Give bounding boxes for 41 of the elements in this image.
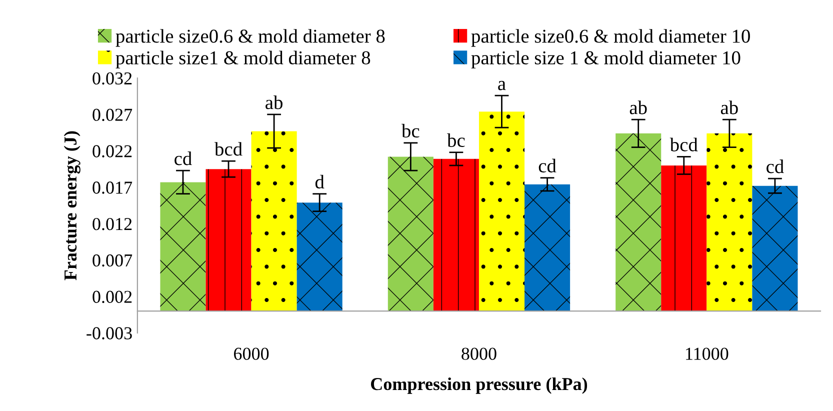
annotation: ab [266, 95, 282, 110]
y-tick-label: 0.017 [92, 182, 132, 194]
y-tick-label: 0.002 [92, 290, 132, 304]
annotation: bc [401, 124, 420, 138]
y-tick-label: 0.007 [92, 254, 132, 267]
annotation: bc [447, 133, 465, 148]
legend-label: particle size1 & mold diameter 8 [116, 50, 370, 68]
annotation: d [315, 174, 324, 189]
bar [433, 158, 479, 312]
y-axis-title: Fracture energy (J) [64, 131, 80, 280]
legend-label: particle size0.6 & mold diameter 10 [471, 29, 750, 47]
bar [706, 133, 752, 312]
x-tick-label: 11000 [686, 348, 728, 360]
annotation: a [498, 80, 506, 90]
bar [661, 165, 707, 312]
x-axis-title: Compression pressure (kPa) [371, 377, 588, 394]
x-tick-label: 6000 [234, 348, 269, 360]
annotation: bcd [214, 142, 242, 156]
bar [388, 156, 434, 312]
y-tick-label: 0.027 [92, 108, 132, 122]
bar [616, 133, 662, 312]
y-tick-label: 0.032 [92, 72, 132, 85]
bar [296, 202, 342, 312]
annotation: ab [630, 100, 647, 114]
annotation: cd [766, 160, 784, 174]
y-tick-label: 0.012 [92, 218, 132, 230]
bar [478, 112, 525, 312]
annotation: ab [720, 100, 738, 114]
y-tick-label: -0.003 [86, 327, 132, 340]
legend-label: particle size 1 & mold diameter 10 [471, 50, 740, 68]
annotation: cd [174, 152, 192, 166]
bar [524, 184, 570, 312]
annotation: cd [538, 158, 556, 172]
y-tick-label: 0.022 [92, 145, 132, 158]
annotation: bcd [670, 138, 698, 152]
legend-label: particle size0.6 & mold diameter 8 [116, 29, 385, 47]
bar [206, 169, 252, 312]
bar [752, 186, 798, 312]
bar [160, 182, 206, 312]
bar [251, 131, 297, 312]
x-tick-label: 8000 [462, 348, 496, 360]
